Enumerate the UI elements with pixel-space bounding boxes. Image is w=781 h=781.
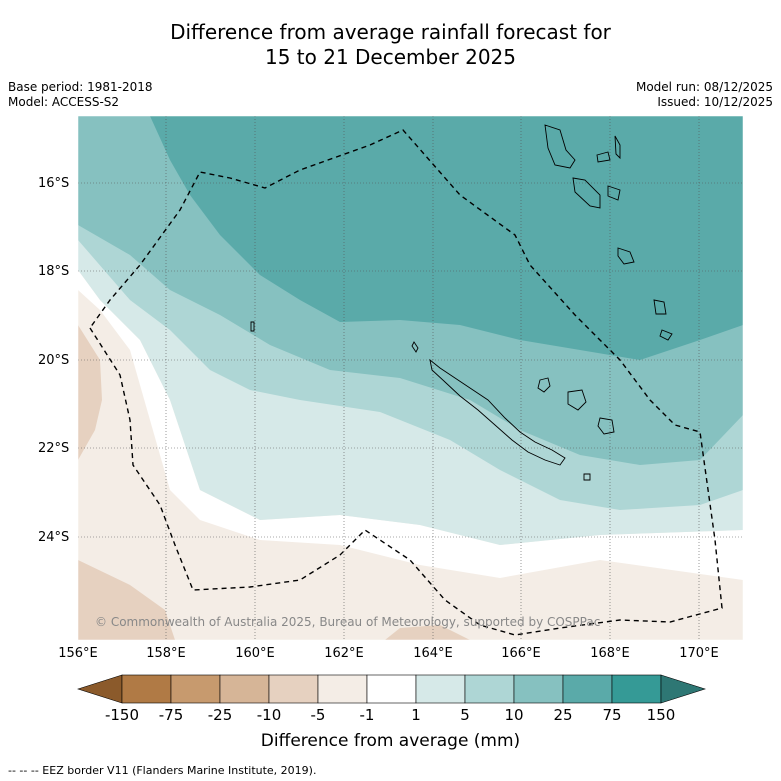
colorbar-swatch (366, 674, 417, 704)
x-tick-label: 160°E (235, 646, 275, 661)
chart-title: Difference from average rainfall forecas… (0, 20, 781, 70)
colorbar-swatch (219, 674, 270, 704)
graticule (78, 116, 743, 640)
y-tick-label: 18°S (38, 264, 70, 279)
rainfall-map (77, 115, 744, 641)
colorbar-swatch (317, 674, 368, 704)
band-25-to-75 (150, 116, 743, 360)
vanuatu-island-2 (596, 151, 611, 163)
eez-legend-note: -- -- -- EEZ border V11 (Flanders Marine… (8, 764, 317, 777)
colorbar (77, 674, 706, 704)
colorbar-swatch (464, 674, 515, 704)
y-tick-label: 16°S (38, 176, 70, 191)
copyright-notice: © Commonwealth of Australia 2025, Bureau… (95, 615, 601, 629)
x-tick-label: 166°E (501, 646, 541, 661)
y-tick-label: 20°S (38, 353, 70, 368)
y-tick-label: 22°S (38, 441, 70, 456)
colorbar-title: Difference from average (mm) (260, 731, 521, 751)
colorbar-label: -5 (310, 706, 326, 724)
loyalty-island-1 (537, 377, 551, 393)
colorbar-extend-high (660, 674, 706, 704)
colorbar-label: -25 (207, 706, 233, 724)
colorbar-swatch (268, 674, 319, 704)
island-small-west (250, 321, 255, 332)
x-tick-label: 164°E (413, 646, 453, 661)
eez-border (89, 129, 723, 636)
colorbar-swatch (611, 674, 662, 704)
colorbar-swatch (562, 674, 613, 704)
meta-left: Base period: 1981-2018 Model: ACCESS-S2 (8, 80, 153, 110)
island-far-north (411, 341, 419, 353)
vanuatu-aneityum (659, 329, 673, 341)
band-neg5-to-neg10-southwest (78, 560, 175, 640)
colorbar-label: -10 (256, 706, 282, 724)
colorbar-label: 5 (460, 706, 470, 724)
colorbar-swatch (170, 674, 221, 704)
band-neutral (78, 270, 743, 580)
colorbar-swatch (121, 674, 172, 704)
vanuatu-efate (617, 247, 635, 265)
x-tick-label: 158°E (146, 646, 186, 661)
x-tick-label: 162°E (324, 646, 364, 661)
model-name: Model: ACCESS-S2 (8, 95, 120, 109)
band-neg5-to-neg10-west (78, 325, 102, 460)
colorbar-label: 25 (553, 706, 573, 724)
y-tick-label: 24°S (38, 530, 70, 545)
new-caledonia-island (429, 358, 566, 466)
colorbar-label: -150 (104, 706, 140, 724)
band-neg5-to-neg10-south (385, 625, 470, 640)
model-run: Model run: 08/12/2025 (635, 80, 773, 94)
title-line-1: Difference from average rainfall forecas… (170, 20, 611, 44)
vanuatu-malakula (572, 177, 601, 209)
x-tick-label: 156°E (58, 646, 98, 661)
colorbar-extend-low (77, 674, 123, 704)
colorbar-label: 10 (504, 706, 524, 724)
vanuatu-tanna (653, 299, 667, 315)
vanuatu-ambrym (607, 185, 621, 201)
colorbar-swatch (415, 674, 466, 704)
x-tick-label: 168°E (590, 646, 630, 661)
isle-of-pines (583, 473, 591, 481)
base-period: Base period: 1981-2018 (8, 80, 153, 94)
issued-date: Issued: 10/12/2025 (657, 95, 773, 109)
colorbar-label: -1 (359, 706, 375, 724)
loyalty-island-3 (597, 417, 615, 435)
vanuatu-espiritu-santo (544, 124, 576, 169)
x-tick-label: 170°E (679, 646, 719, 661)
map-frame (77, 115, 744, 641)
colorbar-label: 150 (646, 706, 676, 724)
loyalty-island-2 (567, 389, 587, 411)
colorbar-label: -75 (158, 706, 184, 724)
colorbar-label: 1 (411, 706, 421, 724)
colorbar-swatch (513, 674, 564, 704)
meta-right: Model run: 08/12/2025 Issued: 10/12/2025 (636, 80, 773, 110)
title-line-2: 15 to 21 December 2025 (264, 45, 516, 69)
vanuatu-pentecost (614, 135, 621, 160)
colorbar-label: 75 (602, 706, 622, 724)
